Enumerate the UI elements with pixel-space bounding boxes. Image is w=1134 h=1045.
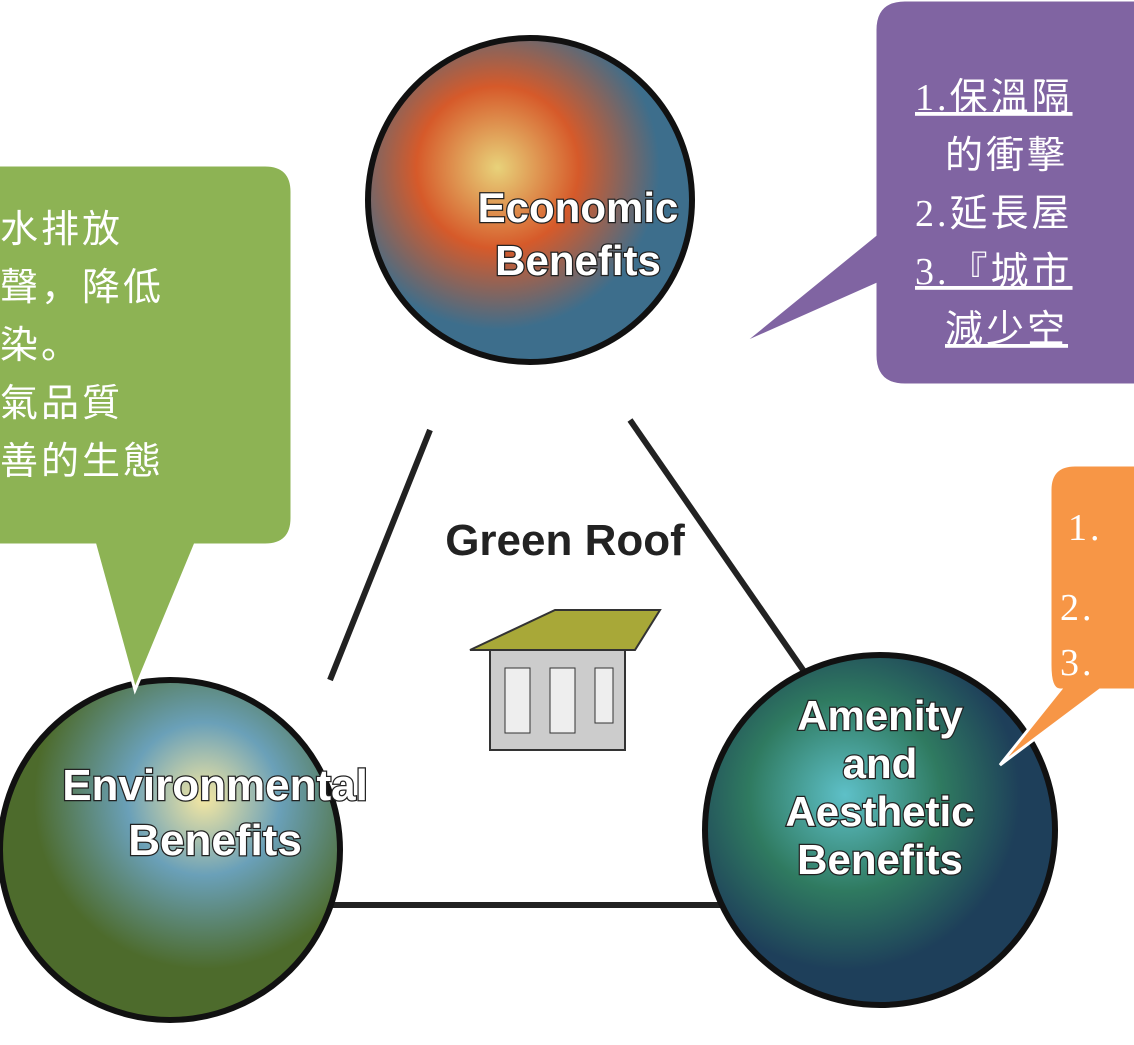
- green-callout-text: 水排放 聲，降低 染。 氣品質 善的生態: [0, 209, 164, 483]
- circle-label: Benefits: [128, 816, 302, 865]
- callout-line: 的衝擊: [945, 135, 1068, 177]
- green-callout: [0, 163, 294, 695]
- callout-line: 善的生態: [0, 441, 164, 483]
- callout-line: 3.: [1060, 642, 1095, 684]
- callout-line: 聲，降低: [0, 267, 164, 309]
- callout-line: 染。: [0, 325, 82, 367]
- orange-callout: [998, 463, 1134, 767]
- callout-line: 1.: [1068, 507, 1103, 549]
- callout-line: 1.保溫隔: [915, 77, 1073, 119]
- economic-circle: [365, 35, 695, 365]
- orange-callout-text: 1. 2. 3.: [1060, 507, 1103, 684]
- house-icon: [469, 609, 662, 751]
- circle-label: Aesthetic: [785, 788, 974, 835]
- purple-callout-text: 1.保溫隔 的衝擊 2.延長屋 3.『城市 減少空: [915, 77, 1073, 351]
- environmental-circle: [0, 677, 343, 1023]
- amenity-circle: [702, 652, 1058, 1008]
- circle-label: Environmental: [62, 761, 368, 810]
- circle-label: Economic: [478, 184, 679, 231]
- callout-line: 2.: [1060, 587, 1095, 629]
- callout-line: 減少空: [945, 309, 1068, 351]
- callout-line: 水排放: [0, 209, 123, 251]
- center-title: Green Roof: [445, 516, 685, 565]
- circle-label: Benefits: [797, 836, 963, 883]
- callout-line: 2.延長屋: [915, 193, 1073, 235]
- connectors: [320, 418, 813, 908]
- circle-label: and: [843, 740, 918, 787]
- purple-callout: [739, 0, 1134, 387]
- callout-line: 氣品質: [0, 383, 123, 425]
- circle-label: Benefits: [495, 237, 661, 284]
- callout-line: 3.『城市: [915, 251, 1073, 293]
- circle-label: Amenity: [797, 692, 963, 739]
